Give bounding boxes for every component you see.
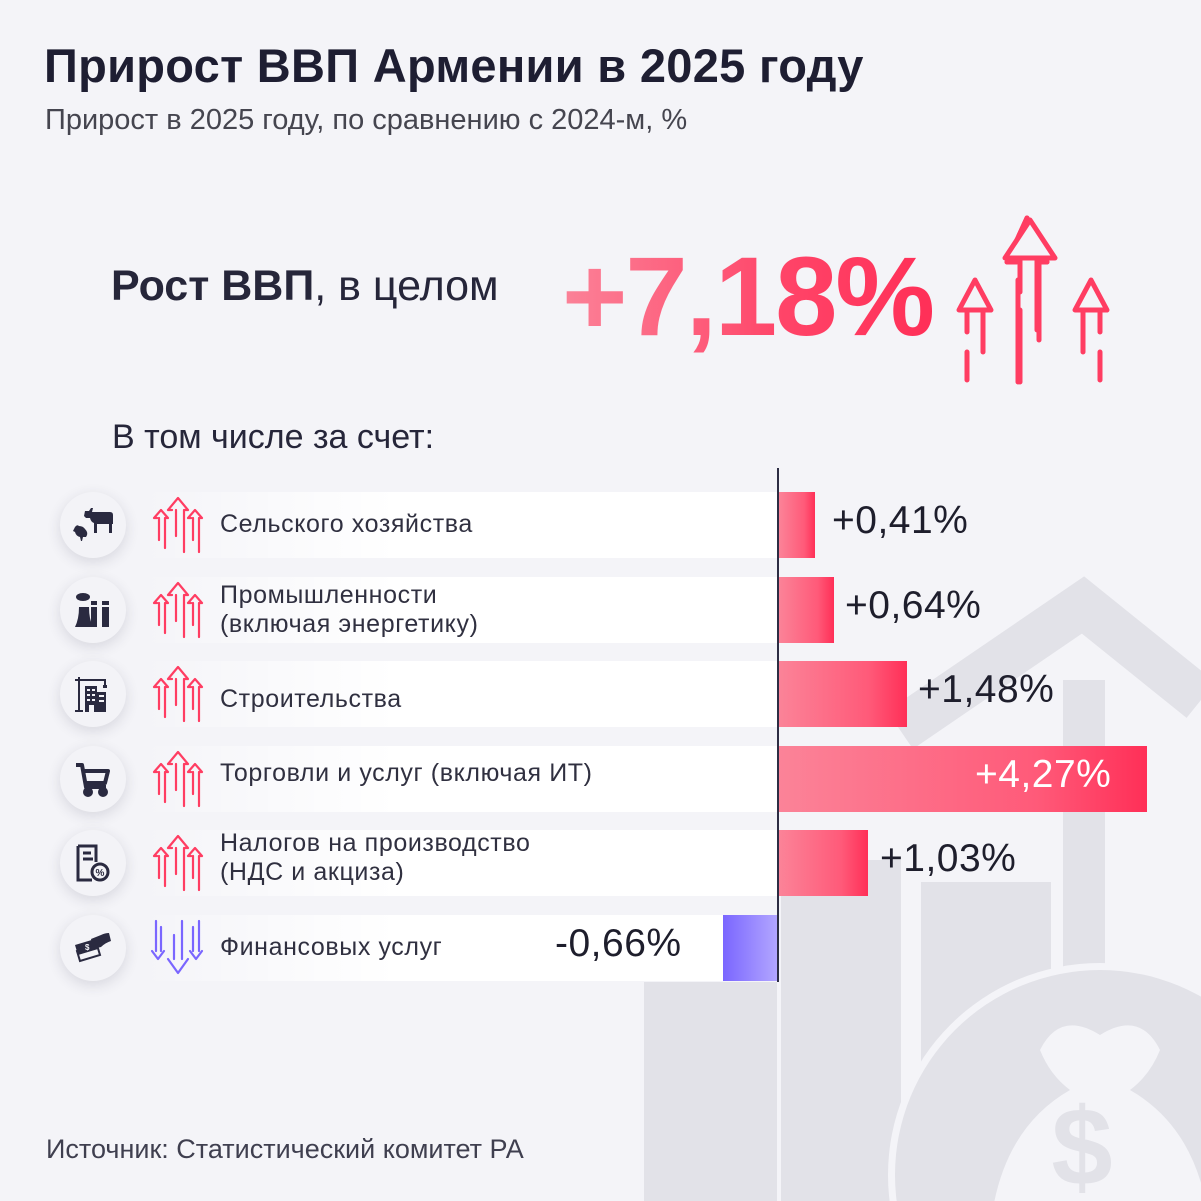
row-label: Сельского хозяйства <box>220 510 473 538</box>
row-label-line1: Промышленности <box>220 581 438 609</box>
bar-construction <box>779 661 907 727</box>
trend-up-icon <box>152 665 204 723</box>
trend-up-icon <box>152 834 204 892</box>
bar-value: +1,48% <box>918 668 1055 711</box>
row-label: Финансовых услуг <box>220 933 443 961</box>
bar-value: +0,41% <box>832 499 969 542</box>
shopping-cart-icon <box>60 746 126 812</box>
table-row <box>140 661 778 727</box>
bar-value: +4,27% <box>975 753 1112 796</box>
svg-text:$: $ <box>1051 1086 1112 1201</box>
total-growth-label: Рост ВВП, в целом <box>111 262 499 311</box>
construction-icon <box>60 661 126 727</box>
trend-up-icon <box>152 581 204 639</box>
row-label-line1: Налогов на производство <box>220 829 531 857</box>
page-subtitle: Прирост в 2025 году, по сравнению с 2024… <box>45 104 688 136</box>
zero-axis-line <box>777 468 779 982</box>
trend-up-icon <box>152 496 204 554</box>
trend-down-icon <box>150 919 204 975</box>
factory-icon <box>60 577 126 643</box>
row-label-line2: (НДС и акциза) <box>220 858 405 886</box>
bar-value: +1,03% <box>880 837 1017 880</box>
total-growth-label-rest: , в целом <box>314 262 499 310</box>
trend-up-icon <box>152 750 204 808</box>
table-row <box>140 830 778 896</box>
breakdown-label: В том числе за счет: <box>112 418 435 456</box>
tax-document-icon: % <box>60 830 126 896</box>
table-row <box>140 492 778 558</box>
total-growth-value: +7,18% <box>562 234 935 359</box>
row-label-line2: (включая энергетику) <box>220 610 479 638</box>
table-row <box>140 577 778 643</box>
total-growth-label-bold: Рост ВВП <box>111 262 315 310</box>
row-label: Налогов на производство (НДС и акциза) <box>220 829 530 887</box>
arrows-up-icon-detail <box>956 217 1110 385</box>
bar-value: -0,66% <box>555 922 682 965</box>
page-title: Прирост ВВП Армении в 2025 году <box>44 39 864 92</box>
table-row <box>140 915 778 981</box>
source-note: Источник: Статистический комитет РА <box>46 1134 524 1164</box>
svg-text:$: $ <box>85 943 90 952</box>
bar-value: +0,64% <box>845 584 982 627</box>
row-label: Промышленности (включая энергетику) <box>220 581 479 639</box>
svg-text:%: % <box>96 868 105 879</box>
row-label: Строительства <box>220 685 402 713</box>
bar-taxes <box>779 830 868 896</box>
bar-trade <box>779 746 1147 812</box>
row-label: Торговли и услуг (включая ИТ) <box>220 759 593 787</box>
money-hand-icon: $ <box>60 915 126 981</box>
table-row <box>140 746 778 812</box>
bar-agriculture <box>779 492 815 558</box>
agriculture-icon <box>60 492 126 558</box>
bar-industry <box>779 577 834 643</box>
bar-financial-services <box>723 915 778 981</box>
